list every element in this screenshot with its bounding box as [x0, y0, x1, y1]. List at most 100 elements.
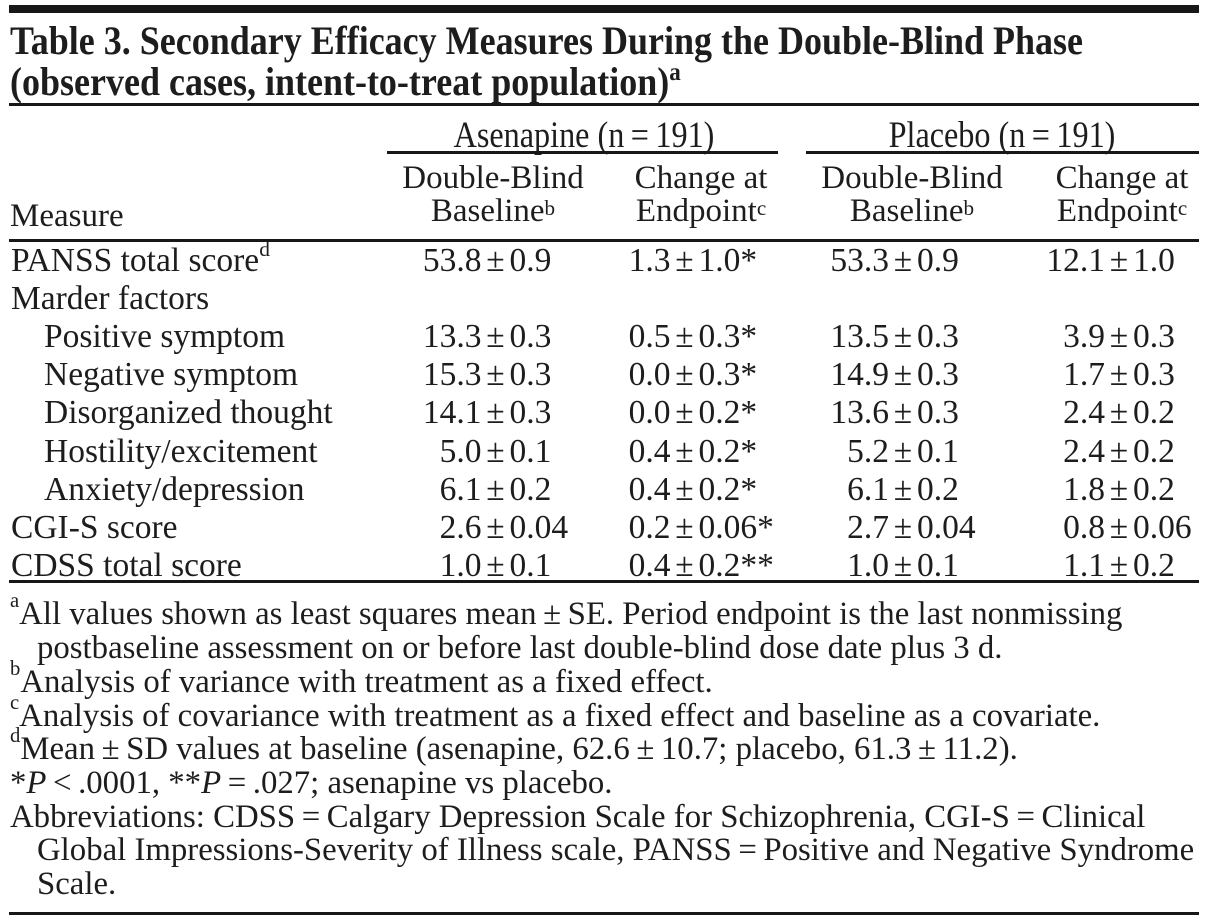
- value-mean: 12.1: [1046, 241, 1105, 279]
- value-cell: 1.8 ±0.2: [1032, 471, 1175, 509]
- value-cell: 1.1 ±0.2: [1032, 547, 1175, 585]
- row-label: Negative symptom: [44, 356, 298, 394]
- footnote-text-segment: = .027; asenapine vs placebo.: [221, 764, 613, 801]
- value-mean: 14.1: [422, 394, 482, 432]
- footnote-line: cAnalysis of covariance with treatment a…: [10, 692, 1202, 734]
- plus-minus-sign: ±: [1109, 470, 1129, 508]
- plus-minus-sign: ±: [893, 509, 913, 546]
- footnote-line: postbaseline assessment on or before las…: [10, 631, 1202, 666]
- value-cell: 0.2 ±0.06*: [598, 509, 774, 547]
- value-se: 0.1: [917, 547, 959, 585]
- plus-minus-sign: ±: [893, 356, 913, 394]
- placebo-spanner-rule: [806, 151, 1199, 154]
- value-mean: 13.3: [422, 318, 482, 355]
- column-header-placebo-baseline: Double-Blind Baselineb: [821, 159, 1003, 229]
- value-se: 0.2*: [698, 432, 758, 470]
- column-footnote-marker: b: [544, 195, 556, 220]
- plus-minus-sign: ±: [893, 241, 913, 279]
- value-cell: 0.0 ±0.2*: [598, 394, 758, 432]
- value-mean: 2.4: [1063, 394, 1105, 432]
- value-se: 0.3*: [698, 318, 758, 355]
- column-footnote-marker: b: [963, 195, 975, 220]
- value-mean: 2.7: [847, 509, 889, 546]
- value-mean: 1.0: [847, 547, 889, 585]
- plus-minus-sign: ±: [486, 241, 505, 279]
- value-mean: 1.3: [628, 241, 671, 279]
- plus-minus-sign: ±: [486, 394, 505, 432]
- plus-minus-sign: ±: [1109, 547, 1129, 585]
- value-se: 0.3: [1133, 318, 1175, 355]
- footnote-line: Abbreviations: CDSS = Calgary Depression…: [10, 798, 1202, 835]
- row-footnote-marker: d: [259, 237, 270, 262]
- plus-minus-sign: ±: [675, 394, 694, 432]
- value-mean: 1.7: [1063, 356, 1105, 394]
- value-cell: 0.4 ±0.2*: [598, 433, 758, 471]
- value-mean: 5.0: [439, 432, 482, 470]
- table-title-line2: (observed cases, intent-to-treat populat…: [10, 56, 681, 105]
- value-se: 0.1: [509, 432, 552, 470]
- value-mean: 13.6: [830, 394, 889, 432]
- footnote-line: dMean ± SD values at baseline (asenapine…: [10, 726, 1202, 767]
- value-mean: 15.3: [422, 356, 482, 394]
- value-mean: 1.8: [1063, 470, 1105, 508]
- value-mean: 53.3: [830, 241, 889, 279]
- value-mean: 0.0: [628, 394, 671, 432]
- table-title-line1: Table 3. Secondary Efficacy Measures Dur…: [10, 17, 1084, 63]
- table-title: Table 3. Secondary Efficacy Measures Dur…: [10, 20, 1083, 103]
- plus-minus-sign: ±: [486, 318, 505, 355]
- value-mean: 0.0: [628, 356, 671, 394]
- footnote-text-segment: Analysis of covariance with treatment as…: [19, 697, 1101, 734]
- title-footnote-marker: a: [669, 56, 681, 86]
- value-mean: 0.2: [628, 509, 671, 546]
- value-se: 0.06*: [698, 509, 774, 546]
- plus-minus-sign: ±: [1109, 241, 1129, 279]
- footnote-marker: b: [10, 657, 21, 680]
- plus-minus-sign: ±: [675, 547, 694, 585]
- plus-minus-sign: ±: [1109, 356, 1129, 394]
- value-cell: 1.0 ±0.1: [816, 547, 959, 585]
- value-se: 0.04: [917, 509, 976, 546]
- value-se: 0.1: [917, 432, 959, 470]
- value-se: 1.0: [1133, 241, 1175, 279]
- value-cell: 1.0 ±0.1: [409, 547, 552, 585]
- value-se: 0.9: [917, 241, 959, 279]
- plus-minus-sign: ±: [893, 547, 913, 585]
- value-se: 0.3: [917, 394, 959, 432]
- value-mean: 0.4: [628, 547, 671, 585]
- value-se: 0.3: [509, 356, 552, 394]
- plus-minus-sign: ±: [675, 509, 694, 546]
- value-cell: 0.8 ±0.06: [1032, 509, 1192, 547]
- footnote-text-segment: Global Impressions-Severity of Illness s…: [37, 832, 1195, 869]
- value-se: 1.0*: [698, 241, 758, 279]
- measure-column-header: Measure: [10, 197, 124, 234]
- footnote-italic-segment: P: [26, 764, 47, 801]
- plus-minus-sign: ±: [675, 470, 694, 508]
- value-cell: 5.2 ±0.1: [816, 433, 959, 471]
- value-se: 0.1: [509, 547, 552, 585]
- value-cell: 13.5 ±0.3: [816, 318, 959, 356]
- footnote-line: Global Impressions-Severity of Illness s…: [10, 832, 1202, 869]
- value-se: 0.06: [1133, 509, 1192, 546]
- row-label: Marder factors: [11, 279, 210, 317]
- plus-minus-sign: ±: [486, 432, 505, 470]
- row-label: CDSS total score: [11, 547, 242, 585]
- value-mean: 3.9: [1063, 318, 1105, 355]
- value-mean: 2.6: [439, 509, 482, 546]
- value-cell: 2.6 ±0.04: [409, 509, 569, 547]
- plus-minus-sign: ±: [893, 318, 913, 355]
- plus-minus-sign: ±: [893, 394, 913, 432]
- plus-minus-sign: ±: [893, 432, 913, 470]
- value-cell: 3.9 ±0.3: [1032, 318, 1175, 356]
- footnote-text-segment: Scale.: [37, 866, 117, 903]
- footnote-text-segment: Abbreviations: CDSS = Calgary Depression…: [10, 798, 1146, 835]
- value-cell: 14.1 ±0.3: [409, 394, 552, 432]
- value-cell: 1.3 ±1.0*: [598, 242, 758, 280]
- value-cell: 2.4 ±0.2: [1032, 394, 1175, 432]
- footnote-line: Scale.: [10, 866, 1202, 903]
- row-label: Hostility/excitement: [44, 432, 318, 470]
- row-label: Anxiety/depression: [44, 470, 305, 508]
- value-se: 0.9: [509, 241, 552, 279]
- footnote-marker: d: [10, 725, 21, 748]
- value-cell: 0.4 ±0.2*: [598, 471, 758, 509]
